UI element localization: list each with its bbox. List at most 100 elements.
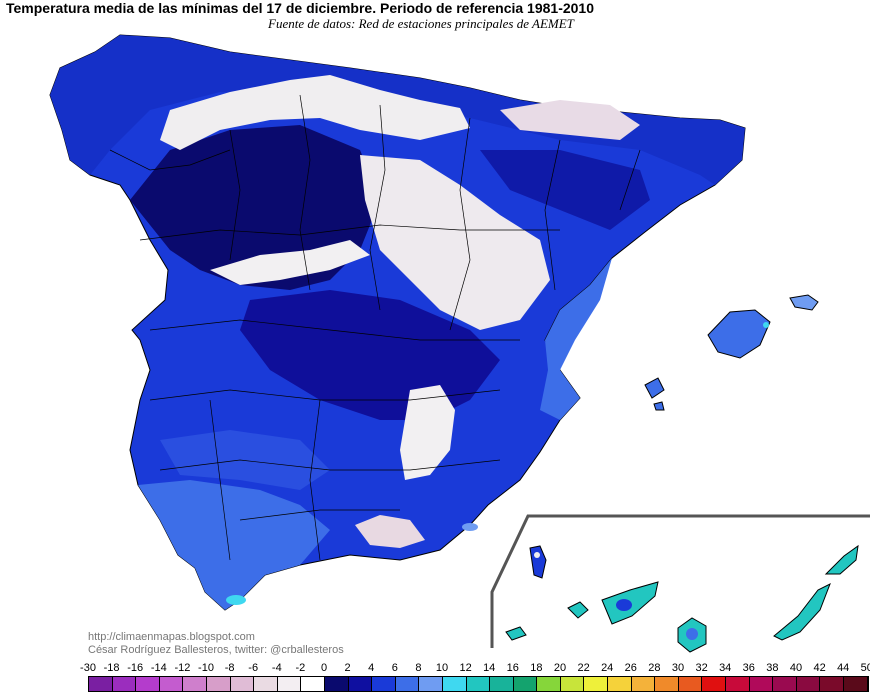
el-hierro	[505, 626, 527, 641]
legend-swatch	[584, 677, 609, 691]
legend-swatch	[490, 677, 514, 691]
legend-swatch	[726, 677, 750, 691]
legend-swatch	[277, 677, 302, 691]
legend-swatch	[655, 677, 679, 691]
south-lighter	[138, 480, 330, 610]
sierra-segura	[400, 385, 455, 480]
legend-swatch	[324, 677, 349, 691]
legend-swatch	[183, 677, 207, 691]
legend-label: -4	[271, 662, 282, 674]
legend-swatch	[631, 677, 656, 691]
legend-label: 10	[435, 662, 449, 674]
legend-label: 8	[415, 662, 422, 674]
legend-swatch	[820, 677, 844, 691]
legend-swatch	[254, 677, 278, 691]
legend-swatch	[230, 677, 255, 691]
legend-label: 40	[789, 662, 803, 674]
ibiza	[644, 377, 665, 399]
legend-label: 50	[860, 662, 870, 674]
map-title: Temperatura media de las mínimas del 17 …	[6, 0, 595, 16]
legend-swatch	[159, 677, 184, 691]
legend-swatch	[466, 677, 491, 691]
legend-swatch	[419, 677, 443, 691]
legend-swatch	[442, 677, 467, 691]
legend-label: 42	[813, 662, 826, 674]
sierra-nevada	[355, 515, 425, 548]
legend-label: 26	[624, 662, 637, 674]
ebro-valley	[480, 150, 650, 230]
la-palma	[529, 545, 547, 579]
legend-label: 18	[530, 662, 543, 674]
legend-label: 44	[837, 662, 850, 674]
legend-swatch	[560, 677, 585, 691]
legend-label: 22	[577, 662, 590, 674]
blog-link[interactable]: http://climaenmapas.blogspot.com	[88, 631, 255, 643]
guadalquivir	[160, 430, 330, 490]
legend-label: 28	[648, 662, 661, 674]
formentera	[653, 401, 665, 411]
legend-swatch	[513, 677, 538, 691]
legend-label: 4	[368, 662, 375, 674]
legend-label: 36	[742, 662, 755, 674]
legend-swatch	[773, 677, 797, 691]
teide	[616, 599, 632, 611]
temperature-map	[49, 34, 870, 653]
cantabrian-range	[160, 75, 470, 150]
legend-label: 38	[766, 662, 779, 674]
legend-swatch	[206, 677, 231, 691]
legend-label: 14	[483, 662, 496, 674]
gran-canaria-peak	[686, 628, 698, 640]
legend-swatch	[301, 677, 325, 691]
legend-label: -2	[295, 662, 306, 674]
credits: http://climaenmapas.blogspot.com César R…	[88, 631, 344, 657]
legend-label: -10	[198, 662, 214, 674]
legend-label: 34	[719, 662, 732, 674]
legend-label: -14	[150, 662, 167, 674]
legend-label: 32	[695, 662, 708, 674]
legend-swatch	[844, 677, 868, 691]
lanzarote	[824, 544, 859, 575]
province-borders	[109, 94, 641, 561]
legend-label: 16	[506, 662, 519, 674]
legend-label: -6	[248, 662, 259, 674]
malaga-coast	[226, 595, 246, 605]
pyrenees	[500, 100, 640, 140]
central-system	[210, 240, 370, 285]
legend-label: -12	[174, 662, 191, 674]
mallorca	[707, 309, 771, 359]
legend-label: -16	[127, 662, 144, 674]
legend-label: 12	[459, 662, 472, 674]
legend-swatch	[395, 677, 420, 691]
canary-inset-frame	[490, 514, 870, 648]
legend-swatch	[749, 677, 774, 691]
fuerteventura	[773, 582, 831, 641]
legend-swatch	[136, 677, 160, 691]
legend-swatch	[372, 677, 396, 691]
map-subtitle: Fuente de datos: Red de estaciones princ…	[268, 16, 574, 31]
east-coast-pale	[540, 258, 612, 420]
legend-swatch	[702, 677, 727, 691]
legend-labels: -30 -18 -16 -14 -12 -10 -8 -6 -4 -2 0 2 4 6 8 10 12 14 16 1…	[78, 662, 870, 676]
author-credit: César Rodríguez Ballesteros, twitter: @c…	[88, 644, 344, 656]
north-coast-band	[50, 35, 745, 185]
legend-color-bar	[88, 676, 869, 692]
legend-label: -18	[103, 662, 120, 674]
legend-label: -8	[224, 662, 235, 674]
legend-label: 6	[391, 662, 398, 674]
mallorca-cape	[763, 322, 769, 328]
legend-label: 24	[601, 662, 614, 674]
legend-swatch	[348, 677, 373, 691]
legend-label: 2	[344, 662, 351, 674]
legend-label: 0	[320, 662, 328, 674]
legend-label: 20	[553, 662, 567, 674]
legend-label: 30	[671, 662, 685, 674]
legend-swatch	[112, 677, 137, 691]
legend-swatch	[796, 677, 821, 691]
legend-label: -30	[80, 662, 96, 674]
menorca	[789, 294, 819, 311]
la-gomera	[567, 601, 589, 619]
legend-swatch	[608, 677, 632, 691]
iberian-system	[360, 155, 550, 330]
legend-swatch	[678, 677, 703, 691]
legend-swatch	[537, 677, 561, 691]
